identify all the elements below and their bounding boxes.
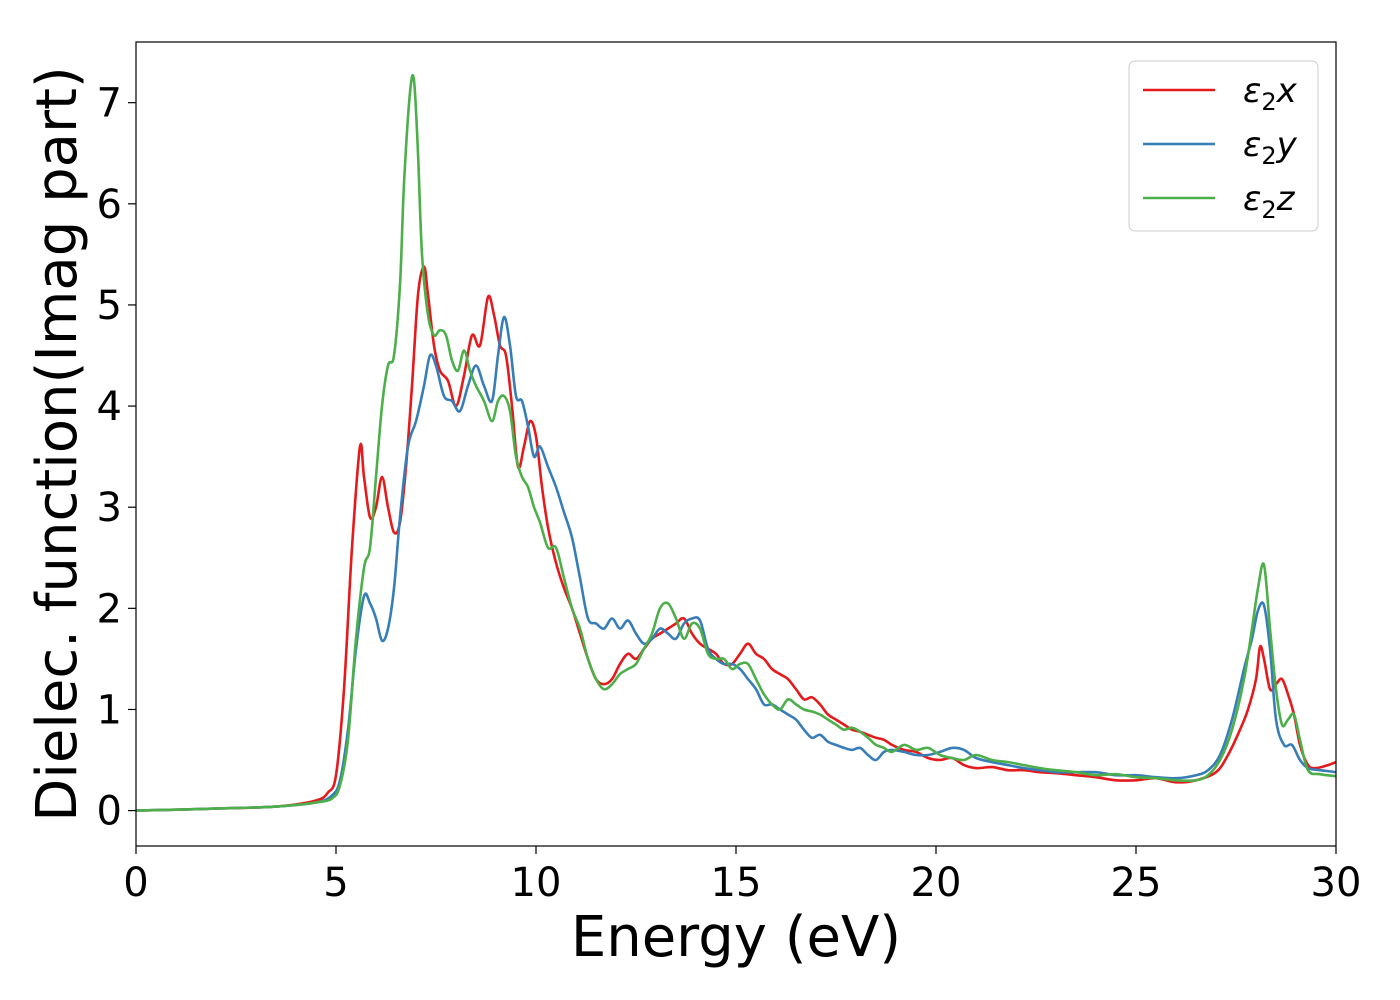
y-axis-label: Dielec. function(Imag part) <box>25 66 90 822</box>
y-tick-label: 1 <box>97 687 122 733</box>
x-tick-label: 0 <box>123 860 148 906</box>
y-tick-label: 6 <box>97 182 122 228</box>
x-tick-label: 15 <box>711 860 762 906</box>
y-tick-label: 3 <box>97 485 122 531</box>
legend-items: ε2x ε2y ε2z <box>1143 71 1298 224</box>
legend-label-y: ε2y <box>1243 125 1298 170</box>
x-tick-label: 20 <box>911 860 962 906</box>
y-tick-label: 2 <box>97 586 122 632</box>
legend: ε2x ε2y ε2z <box>1128 60 1319 232</box>
y-tick-label: 5 <box>97 283 122 329</box>
x-axis-label: Energy (eV) <box>571 905 901 970</box>
y-axis-ticks: 0 1 2 3 4 5 6 7 <box>97 81 136 835</box>
legend-box <box>1128 60 1319 232</box>
x-tick-label: 10 <box>511 860 562 906</box>
x-tick-label: 25 <box>1111 860 1162 906</box>
x-axis-ticks: 0 5 10 15 20 25 30 <box>123 846 1361 906</box>
legend-label-z: ε2z <box>1243 179 1296 224</box>
x-tick-label: 5 <box>323 860 348 906</box>
series-layer <box>135 73 1337 812</box>
y-tick-label: 4 <box>97 384 122 430</box>
x-tick-label: 30 <box>1311 860 1362 906</box>
series-line-z <box>135 73 1337 812</box>
legend-label-x: ε2x <box>1243 71 1298 116</box>
y-tick-label: 7 <box>97 81 122 127</box>
y-tick-label: 0 <box>97 789 122 835</box>
